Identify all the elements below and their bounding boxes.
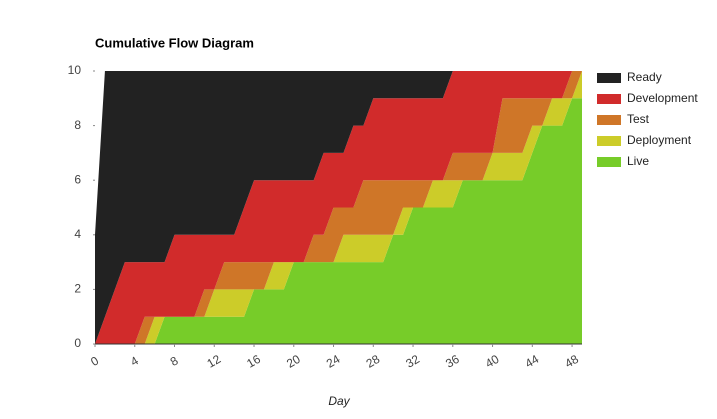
x-tick-label: 24 bbox=[324, 352, 343, 371]
legend-swatch bbox=[597, 73, 621, 83]
area bbox=[95, 71, 582, 344]
legend-swatch bbox=[597, 115, 621, 125]
y-tick-label: 2 bbox=[74, 282, 81, 296]
legend-label: Live bbox=[627, 154, 649, 168]
y-tick-label: 4 bbox=[74, 227, 81, 241]
x-axis-label: Day bbox=[328, 394, 350, 408]
x-tick-label: 12 bbox=[205, 352, 224, 371]
y-tick-label: 8 bbox=[74, 118, 81, 132]
y-tick-label: 0 bbox=[74, 336, 81, 350]
x-tick-label: 8 bbox=[168, 353, 181, 369]
legend-swatch bbox=[597, 136, 621, 146]
area bbox=[95, 71, 582, 344]
x-tick-label: 4 bbox=[128, 353, 141, 369]
legend-swatch bbox=[597, 94, 621, 104]
x-tick-label: 44 bbox=[523, 352, 542, 371]
x-tick-label: 0 bbox=[88, 353, 101, 369]
legend-label: Development bbox=[627, 91, 698, 105]
chart-title: Cumulative Flow Diagram bbox=[95, 35, 254, 50]
area bbox=[95, 98, 582, 344]
x-tick-label: 32 bbox=[403, 352, 422, 371]
x-tick-label: 48 bbox=[562, 352, 581, 371]
x-tick-label: 28 bbox=[364, 352, 383, 371]
y-tick-label: 6 bbox=[74, 172, 81, 186]
legend-label: Ready bbox=[627, 70, 662, 84]
legend-label: Test bbox=[627, 112, 650, 126]
x-tick-label: 20 bbox=[284, 352, 303, 371]
legend-label: Deployment bbox=[627, 133, 692, 147]
y-tick-label: 10 bbox=[68, 63, 82, 77]
legend-swatch bbox=[597, 157, 621, 167]
x-tick-label: 16 bbox=[244, 352, 263, 371]
x-tick-label: 36 bbox=[443, 352, 462, 371]
x-tick-label: 40 bbox=[483, 352, 502, 371]
